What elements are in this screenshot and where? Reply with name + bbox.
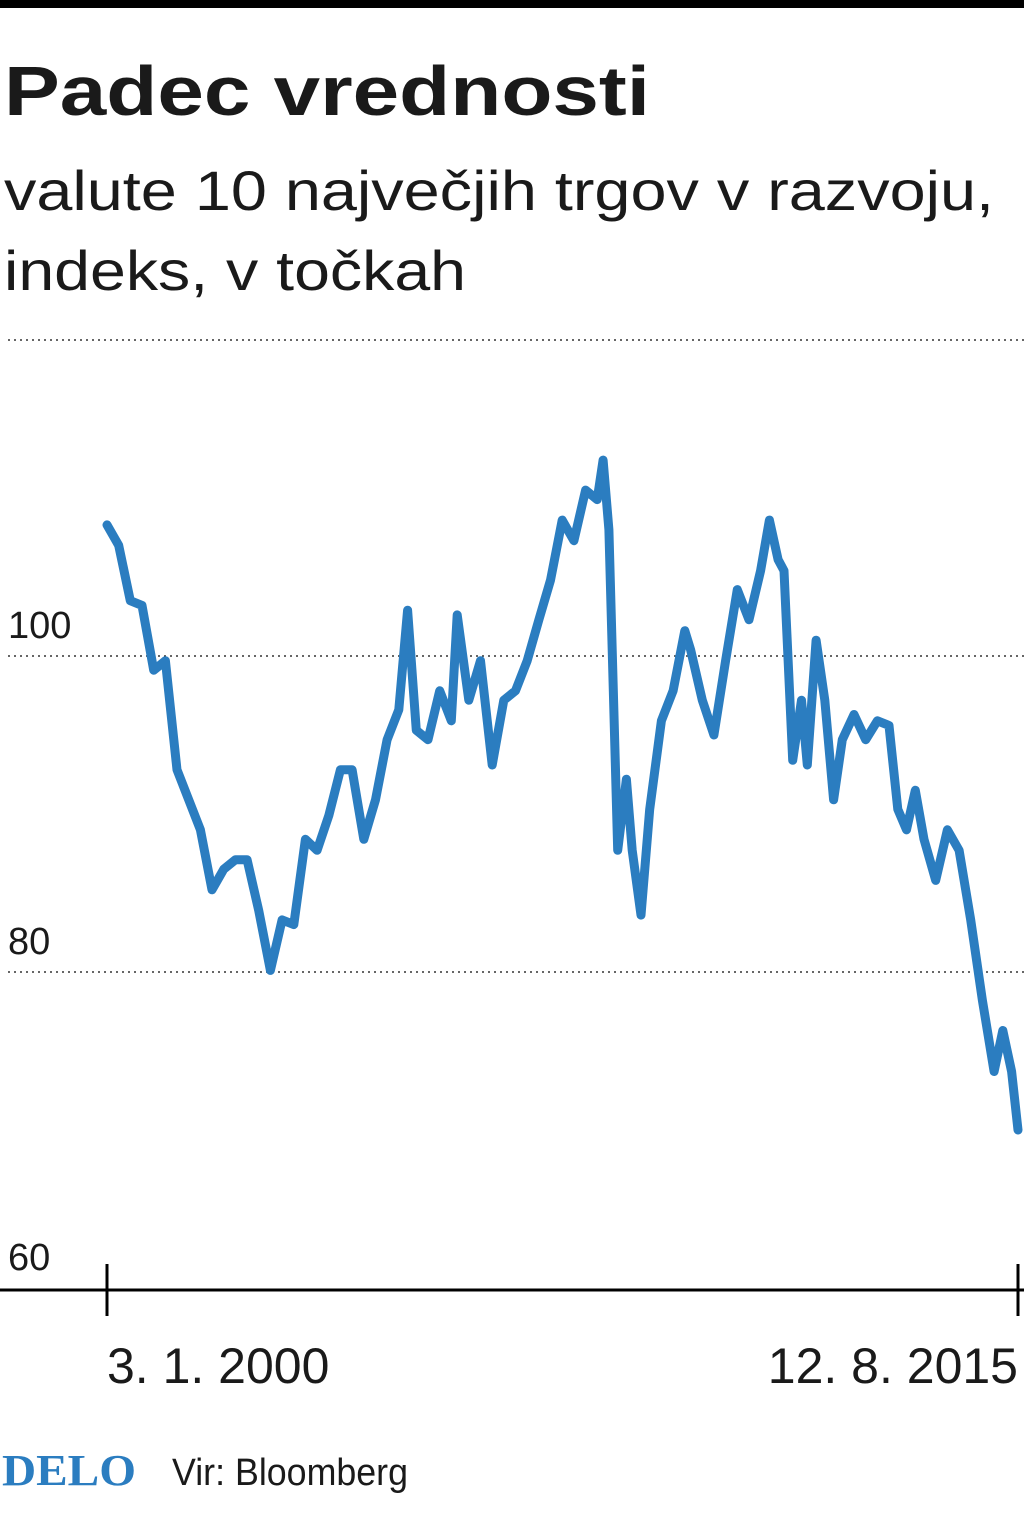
x-tick-label: 3. 1. 2000 — [107, 1338, 329, 1394]
brand: DELO — [2, 1446, 136, 1495]
chart-title: Padec vrednosti — [4, 52, 650, 130]
x-tick-label: 12. 8. 2015 — [768, 1338, 1018, 1394]
source-note: Vir: Bloomberg — [172, 1452, 408, 1494]
chart-subtitle: indeks, v točkah — [4, 239, 466, 302]
chart-subtitle: valute 10 največjih trgov v razvoju, — [4, 159, 994, 222]
data-line — [102, 455, 1023, 1135]
top-bar — [0, 0, 1024, 8]
y-tick-label: 60 — [8, 1237, 50, 1279]
y-tick-label: 80 — [8, 921, 50, 963]
y-tick-label: 100 — [8, 605, 71, 647]
